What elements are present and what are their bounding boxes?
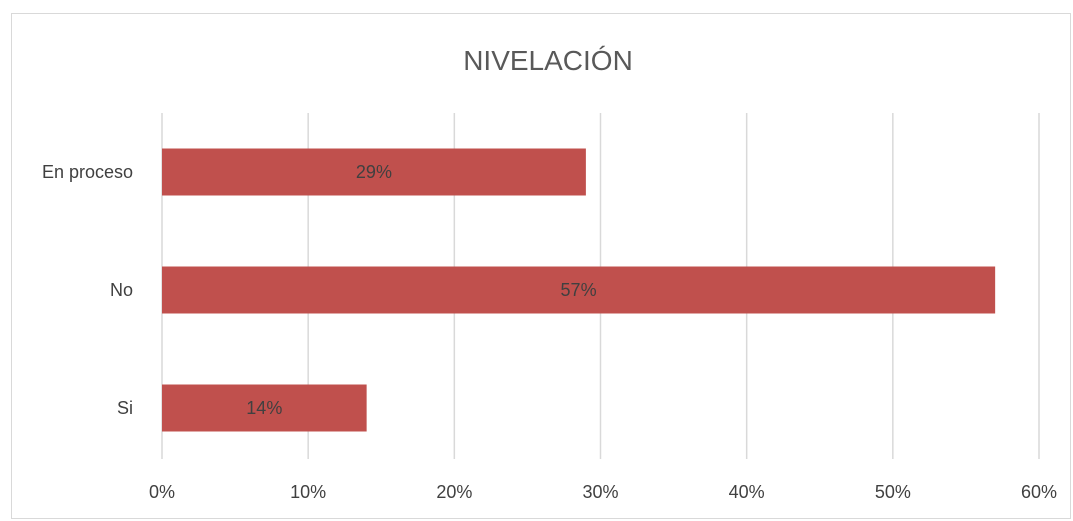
x-tick-label: 60% — [1021, 482, 1057, 502]
bar — [162, 384, 367, 432]
bars: 29% 57% 14% — [162, 148, 996, 432]
x-tick-label: 50% — [875, 482, 911, 502]
data-label: 29% — [356, 162, 392, 182]
x-tick-label: 10% — [290, 482, 326, 502]
chart-title: NIVELACIÓN — [463, 45, 633, 76]
category-label: Si — [117, 398, 133, 418]
category-label: En proceso — [42, 162, 133, 182]
data-label: 14% — [246, 398, 282, 418]
x-tick-label: 20% — [436, 482, 472, 502]
bar — [162, 148, 586, 196]
x-axis-tick-labels: 0% 10% 20% 30% 40% 50% 60% — [149, 482, 1057, 502]
x-tick-label: 30% — [582, 482, 618, 502]
category-labels: En proceso No Si — [42, 162, 133, 418]
bar — [162, 266, 996, 314]
chart-frame — [11, 13, 1071, 519]
category-label: No — [110, 280, 133, 300]
data-label: 57% — [561, 280, 597, 300]
x-tick-label: 40% — [729, 482, 765, 502]
x-tick-label: 0% — [149, 482, 175, 502]
